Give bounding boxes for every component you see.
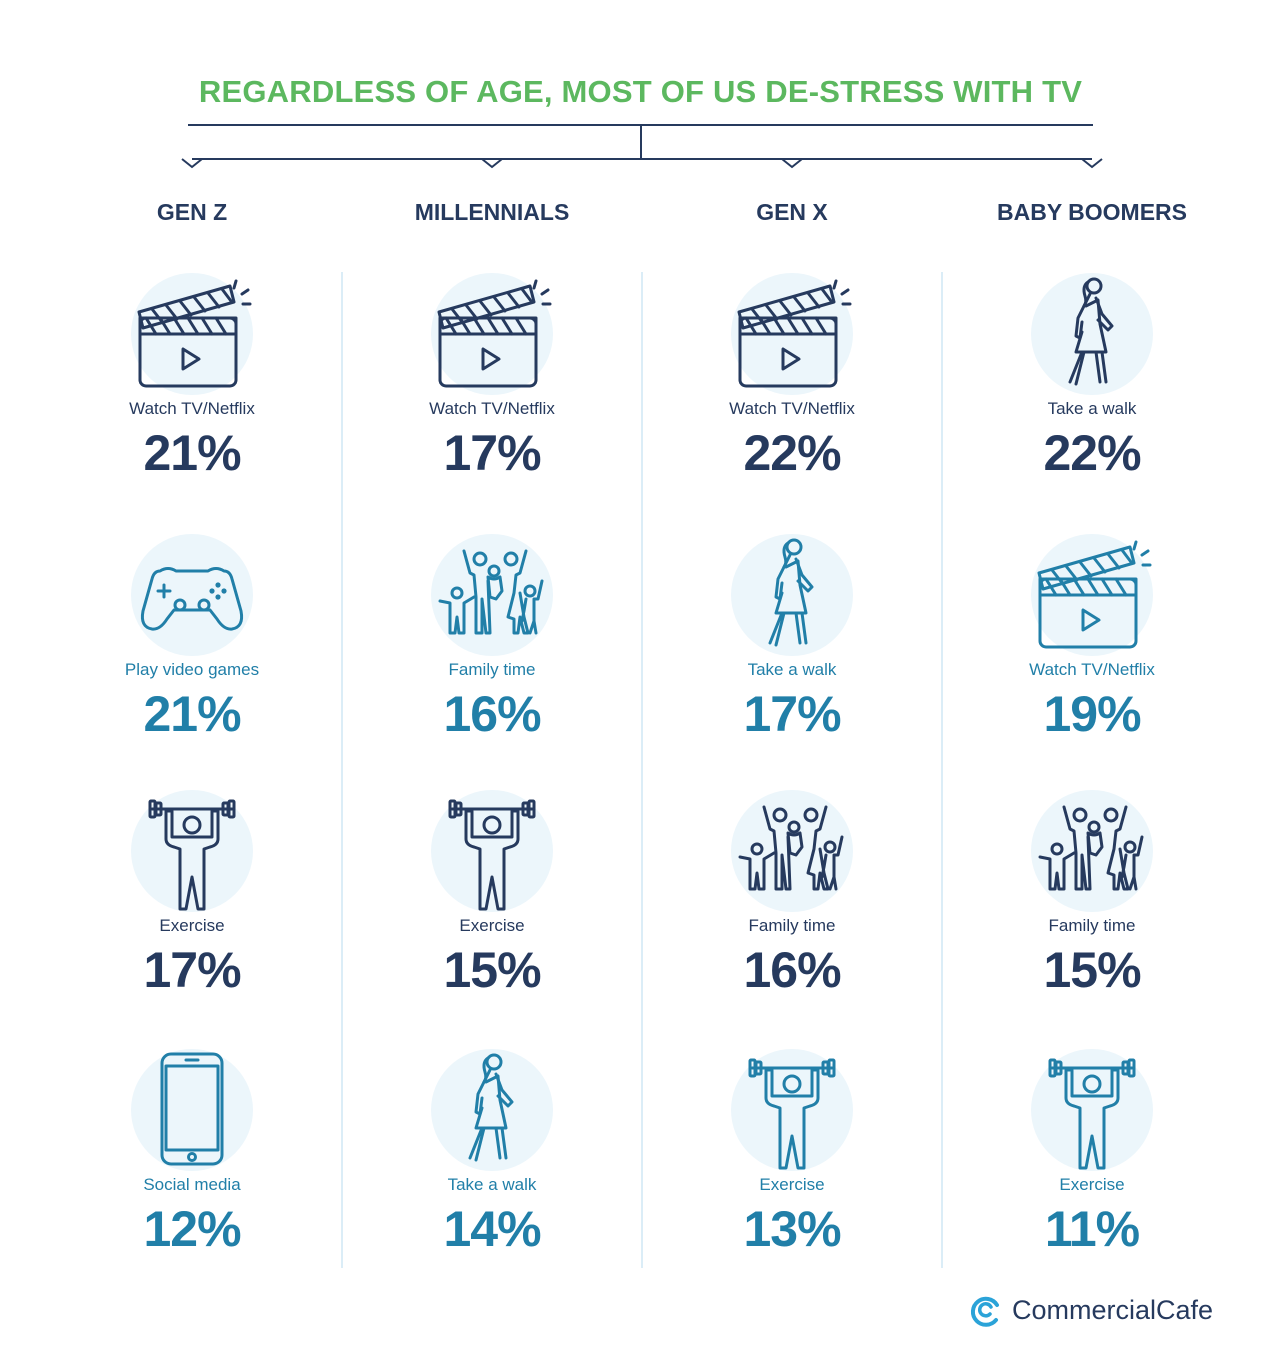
clapperboard-icon (431, 273, 553, 395)
activity-percentage: 17% (743, 686, 841, 742)
activity-percentage: 17% (443, 425, 541, 481)
generation-label: BABY BOOMERS (997, 199, 1187, 225)
title-bracket (181, 124, 1103, 169)
weightlifter-icon (1031, 1049, 1153, 1171)
gamepad-icon (131, 534, 253, 656)
activity-icon-wrap (430, 533, 554, 657)
activity-percentage: 13% (743, 1201, 841, 1257)
clapperboard-icon (731, 273, 853, 395)
activity-label: Exercise (759, 1175, 825, 1194)
activity-percentage: 22% (1043, 425, 1141, 481)
family-icon (431, 534, 553, 656)
activity-percentage: 14% (443, 1201, 541, 1257)
commercialcafe-logo-icon (970, 1296, 999, 1327)
activity-icon-wrap (430, 272, 554, 396)
page-title: REGARDLESS OF AGE, MOST OF US DE-STRESS … (198, 74, 1083, 109)
activity-icon-wrap (730, 272, 854, 396)
activity-icon-wrap (130, 533, 254, 657)
activity-label: Social media (143, 1175, 241, 1194)
activity-icon-wrap (1030, 789, 1154, 913)
activity-label: Family time (748, 916, 836, 935)
column-divider (341, 272, 343, 1268)
generation-label: GEN X (756, 199, 828, 225)
column-divider (941, 272, 943, 1268)
clapperboard-icon (1031, 534, 1153, 656)
smartphone-icon (131, 1049, 253, 1171)
activity-label: Family time (448, 660, 536, 679)
generation-label: GEN Z (156, 199, 228, 225)
activity-icon-wrap (130, 1048, 254, 1172)
activity-percentage: 17% (143, 942, 241, 998)
activity-icon-wrap (1030, 1048, 1154, 1172)
activity-icon-wrap (730, 533, 854, 657)
column-divider (641, 272, 643, 1268)
walking-woman-icon (431, 1049, 553, 1171)
activity-percentage: 16% (743, 942, 841, 998)
clapperboard-icon (131, 273, 253, 395)
activity-label: Play video games (124, 660, 260, 679)
activity-label: Take a walk (747, 660, 837, 679)
activity-percentage: 12% (143, 1201, 241, 1257)
family-icon (1031, 790, 1153, 912)
walking-woman-icon (731, 534, 853, 656)
activity-percentage: 16% (443, 686, 541, 742)
activity-label: Exercise (159, 916, 225, 935)
activity-percentage: 22% (743, 425, 841, 481)
family-icon (731, 790, 853, 912)
activity-label: Take a walk (1047, 399, 1137, 418)
activity-percentage: 19% (1043, 686, 1141, 742)
activity-label: Watch TV/Netflix (129, 399, 255, 418)
activity-percentage: 11% (1044, 1201, 1140, 1257)
activity-label: Take a walk (447, 1175, 537, 1194)
activity-icon-wrap (430, 789, 554, 913)
brand-name: CommercialCafe (1012, 1295, 1214, 1325)
activity-percentage: 21% (143, 686, 241, 742)
activity-label: Watch TV/Netflix (1029, 660, 1155, 679)
activity-icon-wrap (130, 272, 254, 396)
activity-label: Watch TV/Netflix (429, 399, 555, 418)
activity-percentage: 15% (443, 942, 541, 998)
weightlifter-icon (131, 790, 253, 912)
activity-label: Exercise (1059, 1175, 1125, 1194)
walking-woman-icon (1031, 273, 1153, 395)
activity-icon-wrap (1030, 272, 1154, 396)
activity-label: Family time (1048, 916, 1136, 935)
activity-label: Watch TV/Netflix (729, 399, 855, 418)
activity-icon-wrap (730, 1048, 854, 1172)
generation-label: MILLENNIALS (414, 199, 570, 225)
activity-icon-wrap (130, 789, 254, 913)
weightlifter-icon (731, 1049, 853, 1171)
activity-label: Exercise (459, 916, 525, 935)
activity-percentage: 15% (1043, 942, 1141, 998)
activity-icon-wrap (730, 789, 854, 913)
activity-percentage: 21% (143, 425, 241, 481)
activity-icon-wrap (430, 1048, 554, 1172)
weightlifter-icon (431, 790, 553, 912)
activity-icon-wrap (1030, 533, 1154, 657)
